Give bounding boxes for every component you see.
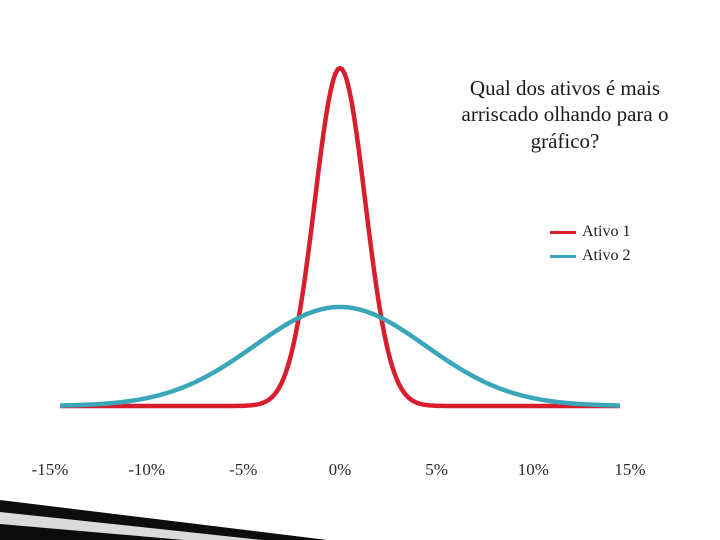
legend-item: Ativo 1 [550, 223, 670, 241]
legend-item: Ativo 2 [550, 247, 670, 265]
x-tick-label: 10% [503, 460, 563, 480]
series-line [60, 307, 620, 406]
question-text: Qual dos ativos é mais arriscado olhando… [460, 75, 670, 154]
legend-swatch [550, 231, 576, 234]
x-tick-label: 15% [600, 460, 660, 480]
legend-label: Ativo 2 [582, 247, 630, 265]
legend-swatch [550, 255, 576, 258]
legend: Ativo 1 Ativo 2 [550, 223, 670, 271]
legend-label: Ativo 1 [582, 223, 630, 241]
decorative-wedge [0, 472, 360, 540]
x-tick-label: 5% [407, 460, 467, 480]
stage: -15%-10%-5%0%5%10%15% Qual dos ativos é … [0, 0, 720, 540]
